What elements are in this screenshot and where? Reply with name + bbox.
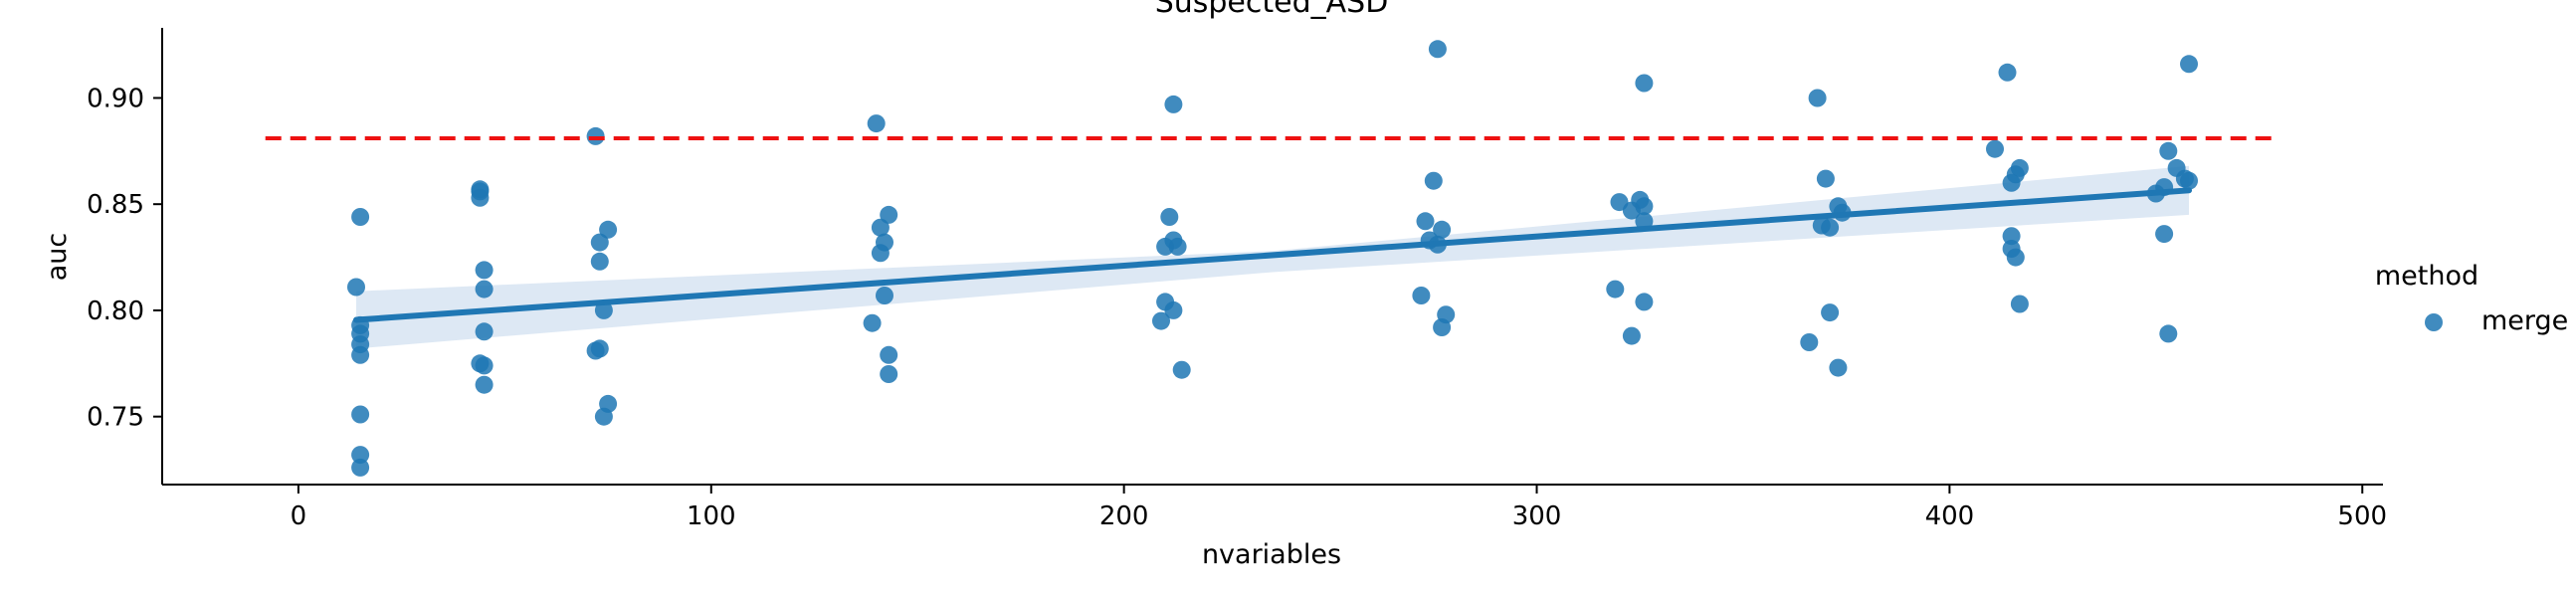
data-point bbox=[1152, 311, 1170, 330]
x-axis-label: nvariables bbox=[1202, 539, 1341, 570]
regression-line bbox=[352, 187, 2193, 323]
data-point bbox=[2180, 55, 2198, 74]
data-point bbox=[590, 339, 609, 358]
data-point bbox=[1164, 300, 1183, 319]
data-point bbox=[2010, 295, 2029, 313]
data-point bbox=[599, 220, 618, 239]
data-point bbox=[1821, 303, 1840, 322]
data-point bbox=[475, 280, 494, 298]
data-point bbox=[1986, 139, 2004, 158]
y-axis-ticks: 0.75 0.80 0.85 0.90 bbox=[87, 84, 162, 433]
data-point bbox=[2159, 141, 2178, 160]
x-tick-label: 400 bbox=[1925, 501, 1975, 531]
x-tick-label: 500 bbox=[2337, 501, 2387, 531]
data-point bbox=[2180, 171, 2198, 190]
data-point bbox=[1160, 208, 1179, 226]
data-point bbox=[880, 345, 898, 364]
data-point bbox=[880, 365, 898, 383]
data-point bbox=[2002, 227, 2021, 246]
data-point bbox=[1998, 63, 2017, 82]
data-points bbox=[347, 40, 2198, 477]
data-point bbox=[351, 345, 370, 364]
y-tick-label: 0.75 bbox=[87, 403, 144, 433]
data-point bbox=[880, 205, 898, 224]
data-point bbox=[2155, 225, 2174, 244]
chart-title: Suspected_ASD bbox=[1155, 0, 1389, 20]
data-point bbox=[1622, 326, 1641, 345]
data-point bbox=[2159, 324, 2178, 343]
chart-lines bbox=[265, 136, 2280, 323]
data-point bbox=[1635, 74, 1654, 93]
data-point bbox=[1424, 171, 1443, 190]
data-point bbox=[1821, 218, 1840, 237]
data-point bbox=[1808, 89, 1827, 107]
data-point bbox=[475, 261, 494, 280]
data-point bbox=[351, 446, 370, 465]
x-tick-label: 100 bbox=[687, 501, 736, 531]
y-tick-label: 0.80 bbox=[87, 297, 144, 326]
data-point bbox=[351, 405, 370, 424]
legend-title: method bbox=[2375, 261, 2478, 292]
data-point bbox=[863, 313, 882, 332]
data-point bbox=[594, 407, 613, 426]
data-point bbox=[1164, 95, 1183, 113]
y-tick-label: 0.90 bbox=[87, 84, 144, 113]
data-point bbox=[1829, 358, 1848, 377]
data-point bbox=[471, 188, 490, 207]
data-point bbox=[1168, 237, 1187, 256]
data-point bbox=[2010, 158, 2029, 177]
data-point bbox=[351, 208, 370, 226]
data-point bbox=[876, 287, 893, 304]
data-point bbox=[1816, 169, 1835, 188]
data-point bbox=[586, 126, 605, 145]
data-point bbox=[1606, 280, 1625, 298]
data-point bbox=[1635, 293, 1654, 311]
x-axis-ticks: 0 100 200 300 400 500 bbox=[291, 485, 2387, 531]
y-tick-label: 0.85 bbox=[87, 190, 144, 220]
data-point bbox=[1433, 220, 1452, 239]
data-point bbox=[867, 114, 886, 133]
data-point bbox=[351, 458, 370, 477]
data-point bbox=[871, 218, 890, 237]
data-point bbox=[2006, 248, 2025, 267]
data-point bbox=[347, 278, 365, 297]
data-point bbox=[1433, 318, 1452, 336]
data-point bbox=[876, 233, 893, 252]
x-tick-label: 0 bbox=[291, 501, 307, 531]
data-point bbox=[475, 375, 494, 394]
data-point bbox=[1172, 360, 1191, 379]
data-point bbox=[475, 322, 494, 341]
y-axis-label: auc bbox=[42, 233, 73, 282]
x-tick-label: 200 bbox=[1099, 501, 1149, 531]
data-point bbox=[475, 356, 494, 375]
legend-marker-merge bbox=[2425, 313, 2443, 331]
data-point bbox=[1416, 212, 1435, 231]
x-tick-label: 300 bbox=[1512, 501, 1562, 531]
data-point bbox=[1412, 287, 1431, 304]
data-point bbox=[590, 233, 609, 252]
data-point bbox=[594, 300, 613, 319]
data-point bbox=[1635, 197, 1654, 216]
data-point bbox=[590, 252, 609, 271]
data-point bbox=[1428, 40, 1447, 59]
legend: method merge bbox=[2375, 261, 2568, 336]
legend-label-merge: merge bbox=[2481, 305, 2568, 336]
data-point bbox=[1800, 333, 1819, 351]
